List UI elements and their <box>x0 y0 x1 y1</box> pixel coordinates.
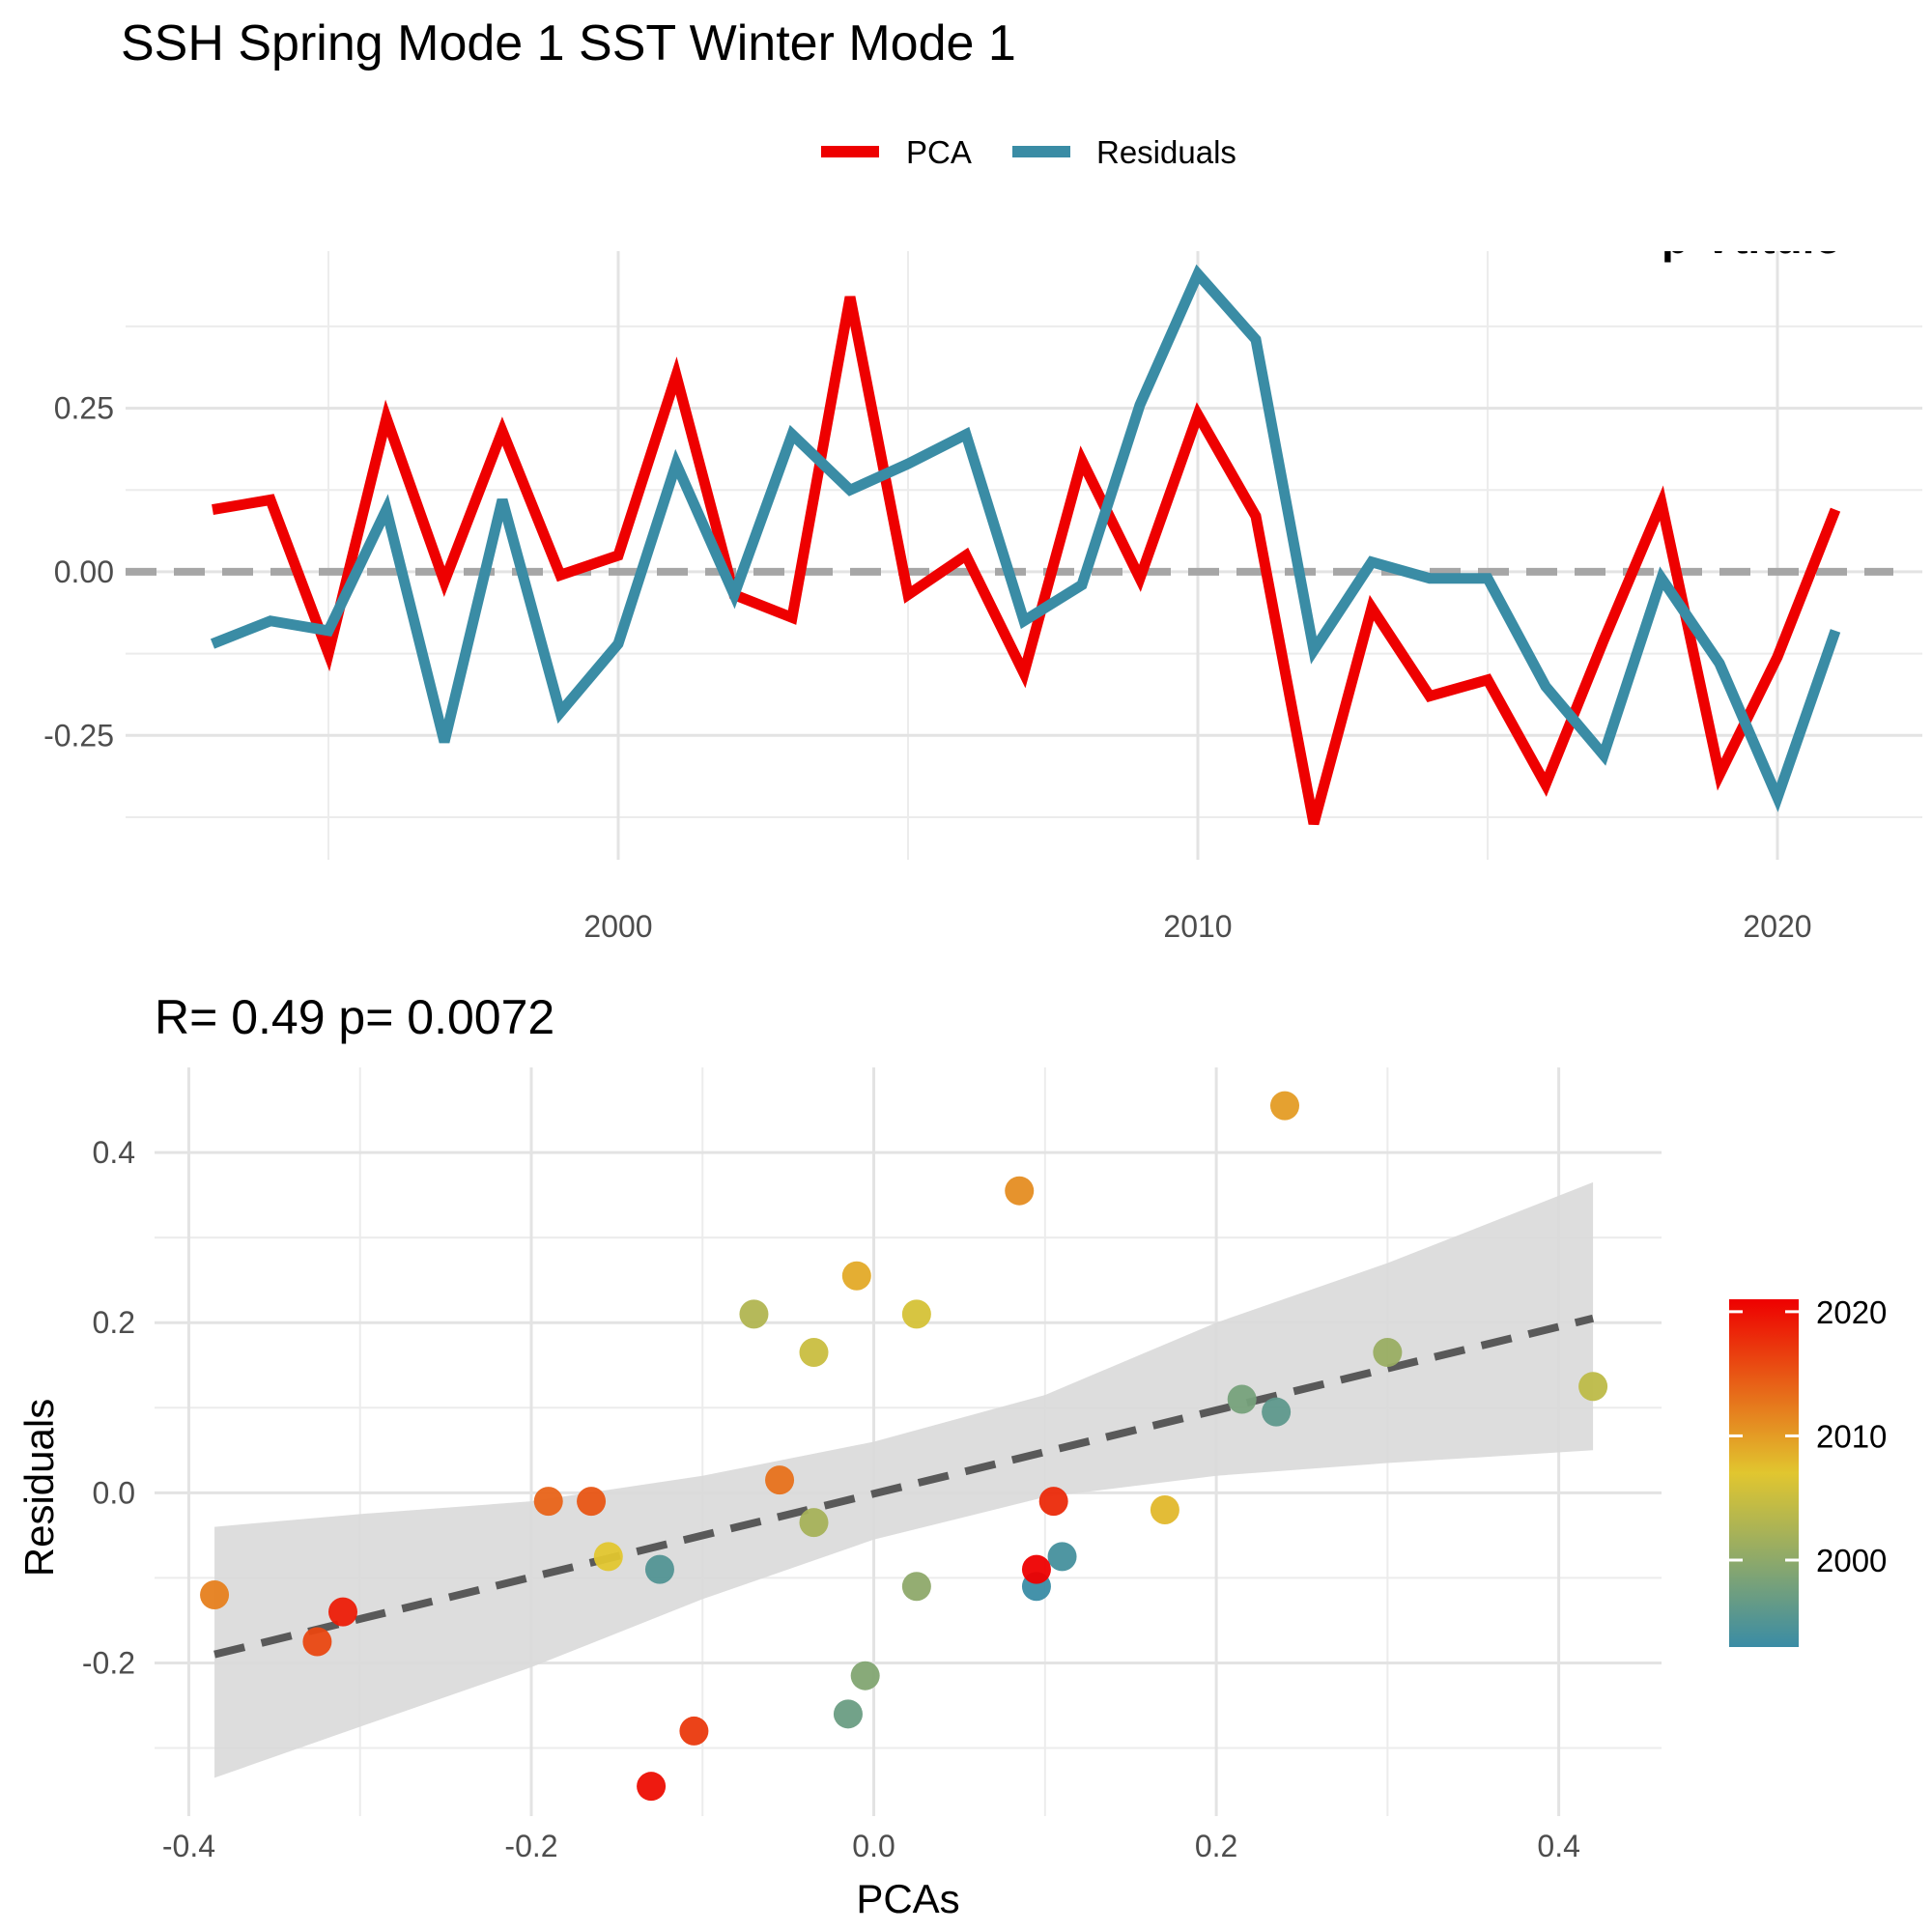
scatter-point <box>1227 1384 1257 1414</box>
scatter-point <box>901 1572 931 1602</box>
confidence-band <box>214 1181 1594 1778</box>
scatter-y-ticks: -0.2 0.0 0.2 0.4 <box>82 1135 135 1680</box>
top-chart-title: SSH Spring Mode 1 SST Winter Mode 1 <box>121 15 1016 71</box>
scatter-point <box>799 1508 829 1538</box>
x-tick-label: 2010 <box>1163 909 1232 944</box>
scatter-point <box>200 1580 230 1610</box>
top-overlay-text: p-Vtitulo <box>1662 213 1842 263</box>
scatter-point <box>901 1299 931 1329</box>
colorbar-tick-label: 2020 <box>1816 1294 1887 1330</box>
confidence-band-area <box>214 1181 1594 1778</box>
x-tick-label: 2020 <box>1743 909 1811 944</box>
scatter-point <box>833 1699 863 1729</box>
scatter-point <box>679 1716 709 1746</box>
top-y-ticks: -0.25 0.00 0.25 <box>43 391 114 753</box>
colorbar-tick-label: 2000 <box>1816 1543 1887 1578</box>
regression-line <box>213 1314 1595 1659</box>
scatter-point <box>765 1465 795 1495</box>
colorbar-tick-label: 2010 <box>1816 1418 1887 1454</box>
scatter-points <box>200 1091 1608 1802</box>
scatter-title: R= 0.49 p= 0.0072 <box>155 990 554 1044</box>
scatter-point <box>1150 1494 1179 1524</box>
scatter-point <box>328 1597 357 1627</box>
scatter-point <box>1373 1338 1403 1368</box>
y-tick-label: 0.4 <box>93 1135 135 1170</box>
scatter-point <box>593 1542 623 1572</box>
scatter-point <box>644 1554 674 1584</box>
scatter-point <box>841 1261 871 1291</box>
y-tick-label: -0.25 <box>43 718 114 753</box>
colorbar <box>1729 1299 1799 1647</box>
top-x-ticks: 2000 2010 2020 <box>583 909 1811 944</box>
x-tick-label: 2000 <box>583 909 652 944</box>
scatter-point <box>533 1487 563 1517</box>
x-tick-label: 0.4 <box>1537 1829 1579 1863</box>
top-series <box>126 264 1893 826</box>
y-tick-label: -0.2 <box>82 1645 135 1680</box>
fit-line <box>213 1314 1595 1659</box>
series-line-residuals <box>210 264 1841 812</box>
scatter-point <box>1005 1176 1035 1206</box>
legend-label-residuals: Residuals <box>1096 134 1236 170</box>
scatter-point <box>739 1299 769 1329</box>
x-tick-label: 0.2 <box>1195 1829 1237 1863</box>
series-line-pca <box>212 296 1841 826</box>
scatter-point <box>302 1627 332 1657</box>
scatter-point <box>1270 1091 1299 1121</box>
scatter-point <box>799 1338 829 1368</box>
y-tick-label: 0.0 <box>93 1475 135 1510</box>
y-tick-label: 0.2 <box>93 1305 135 1340</box>
colorbar-ticks: 2000 2010 2020 <box>1729 1294 1887 1578</box>
scatter-point <box>850 1661 880 1690</box>
x-axis-title: PCAs <box>856 1876 959 1921</box>
scatter-point <box>1021 1554 1051 1584</box>
scatter-point <box>637 1772 667 1802</box>
y-tick-label: 0.00 <box>54 554 114 589</box>
scatter-point <box>1262 1397 1292 1427</box>
x-tick-label: 0.0 <box>852 1829 895 1863</box>
y-axis-title: Residuals <box>16 1399 62 1577</box>
y-tick-label: 0.25 <box>54 391 114 426</box>
legend-label-pca: PCA <box>906 134 972 170</box>
scatter-point <box>1578 1372 1608 1402</box>
scatter-point <box>1047 1542 1077 1572</box>
scatter-x-ticks: -0.4 -0.2 0.0 0.2 0.4 <box>162 1829 1580 1863</box>
legend: PCA Residuals <box>821 134 1236 170</box>
scatter-point <box>577 1487 607 1517</box>
x-tick-label: -0.4 <box>162 1829 215 1863</box>
scatter-point <box>1038 1487 1068 1517</box>
x-tick-label: -0.2 <box>504 1829 557 1863</box>
